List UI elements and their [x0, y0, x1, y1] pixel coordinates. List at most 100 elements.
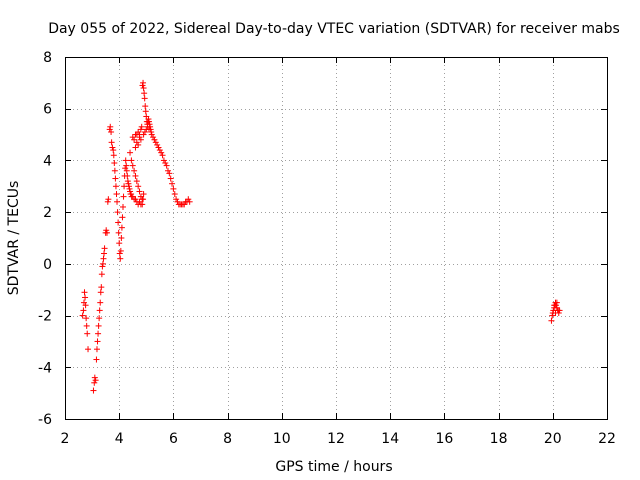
data-point	[131, 136, 138, 143]
data-point	[91, 379, 98, 386]
data-point	[108, 139, 115, 146]
y-tick-label: 2	[43, 205, 52, 221]
data-point	[106, 126, 113, 133]
data-point	[120, 193, 127, 200]
data-point	[139, 196, 146, 203]
data-point	[81, 289, 88, 296]
data-point	[158, 149, 165, 156]
data-point	[116, 250, 123, 257]
x-tick-label: 6	[169, 431, 178, 447]
y-tick-label: -6	[38, 412, 52, 428]
data-point	[154, 141, 161, 148]
data-point	[127, 188, 134, 195]
data-point	[124, 172, 131, 179]
data-point	[98, 284, 105, 291]
data-point	[136, 188, 143, 195]
data-point	[92, 377, 99, 384]
data-point	[98, 271, 105, 278]
x-tick-label: 4	[115, 431, 124, 447]
data-point	[144, 123, 151, 130]
data-point	[107, 123, 114, 130]
data-point	[551, 302, 558, 309]
data-point	[119, 203, 126, 210]
data-point	[115, 229, 122, 236]
data-point	[140, 131, 147, 138]
data-point	[80, 307, 87, 314]
data-point	[97, 289, 104, 296]
data-point	[155, 144, 162, 151]
y-axis-label: SDTVAR / TECUs	[6, 181, 22, 296]
data-point	[119, 214, 126, 221]
data-point	[97, 299, 104, 306]
data-point	[131, 167, 138, 174]
data-point	[127, 149, 134, 156]
data-point	[114, 209, 121, 216]
data-point	[132, 172, 139, 179]
data-point	[113, 191, 120, 198]
data-point	[111, 167, 118, 174]
data-point	[85, 346, 92, 353]
data-point	[163, 162, 170, 169]
data-point	[140, 79, 147, 86]
y-tick-label: 6	[43, 102, 52, 118]
data-point	[136, 134, 143, 141]
data-point	[101, 250, 108, 257]
data-point	[126, 185, 133, 192]
data-point	[100, 255, 107, 262]
data-point	[142, 103, 149, 110]
data-point	[166, 170, 173, 177]
data-point	[93, 346, 100, 353]
data-point	[556, 307, 563, 314]
chart-title: Day 055 of 2022, Sidereal Day-to-day VTE…	[48, 21, 620, 37]
data-point	[117, 255, 124, 262]
data-point	[125, 180, 132, 187]
x-tick-label: 2	[61, 431, 70, 447]
data-point	[128, 157, 135, 164]
data-point	[552, 309, 559, 316]
data-point	[186, 198, 193, 205]
data-point	[132, 196, 139, 203]
data-point	[185, 196, 192, 203]
data-point	[129, 162, 136, 169]
data-point	[135, 128, 142, 135]
data-point	[162, 160, 169, 167]
data-point	[123, 162, 130, 169]
x-tick-label: 20	[544, 431, 562, 447]
data-point	[139, 201, 146, 208]
x-tick-label: 18	[490, 431, 508, 447]
data-point	[170, 185, 177, 192]
data-point	[141, 95, 148, 102]
data-point	[112, 183, 119, 190]
data-point	[96, 307, 103, 314]
data-point	[116, 240, 123, 247]
y-tick-label: -2	[38, 309, 52, 325]
data-point	[167, 175, 174, 182]
data-point	[122, 157, 129, 164]
data-point	[150, 134, 157, 141]
data-point	[181, 201, 188, 208]
data-point	[123, 167, 130, 174]
grid	[65, 57, 607, 419]
data-point	[553, 304, 560, 311]
x-tick-label: 12	[327, 431, 345, 447]
data-point	[111, 160, 118, 167]
data-point	[146, 126, 153, 133]
data-point	[171, 191, 178, 198]
data-point	[96, 315, 103, 322]
data-point	[82, 302, 89, 309]
data-point	[104, 198, 111, 205]
data-point	[91, 374, 98, 381]
data-point	[104, 229, 111, 236]
data-point	[159, 152, 166, 159]
data-point	[115, 219, 122, 226]
data-point	[94, 338, 101, 345]
data-point	[140, 191, 147, 198]
data-point	[83, 315, 90, 322]
data-point	[169, 180, 176, 187]
data-point	[132, 144, 139, 151]
data-point	[83, 322, 90, 329]
data-point	[156, 147, 163, 154]
data-point	[160, 157, 167, 164]
data-point	[152, 139, 159, 146]
